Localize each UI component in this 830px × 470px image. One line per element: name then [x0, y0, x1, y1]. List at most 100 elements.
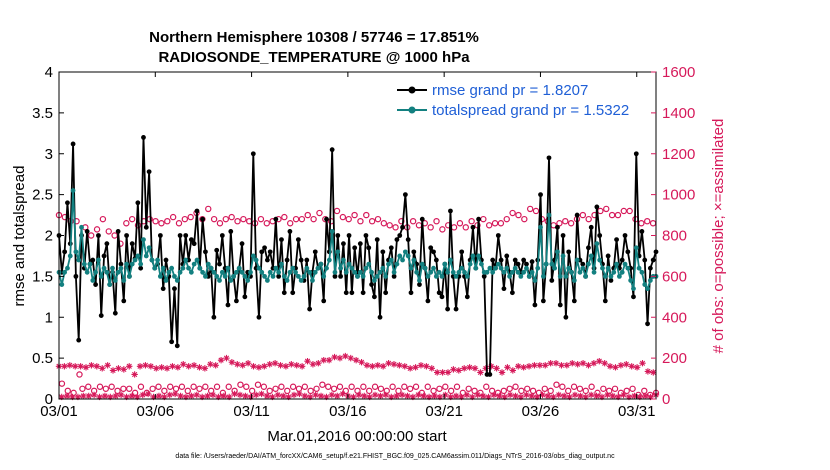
possible-obs-point: [401, 383, 408, 390]
spread-point: [304, 265, 310, 271]
assimilated-obs-point: [307, 393, 314, 401]
spread-point: [163, 278, 169, 283]
spread-point: [228, 278, 234, 283]
rmse-point: [174, 343, 180, 349]
assimilated-obs-point: [409, 393, 417, 401]
assimilated-obs-point: [579, 360, 587, 367]
spread-point: [242, 273, 248, 279]
possible-obs-point: [453, 383, 461, 390]
possible-obs-point: [556, 220, 563, 227]
possible-obs-point: [149, 385, 156, 392]
assimilated-obs-point: [398, 391, 406, 399]
spread-point: [411, 257, 417, 263]
spread-point: [225, 265, 231, 271]
rmse-point: [464, 294, 470, 300]
assimilated-obs-point: [433, 369, 441, 376]
rmse-point: [397, 233, 403, 238]
spread-point: [315, 265, 321, 271]
spread-point: [326, 257, 332, 263]
assimilated-obs-point: [231, 390, 238, 398]
legend-rmse-label: rmse grand pr = 1.8207: [432, 82, 588, 99]
rmse-point: [605, 253, 611, 259]
rmse-point: [349, 290, 355, 296]
assimilated-obs-point: [312, 391, 319, 399]
possible-obs-point: [468, 217, 475, 225]
spread-point: [526, 273, 532, 279]
rmse-point: [172, 286, 177, 292]
rmse-point: [177, 233, 183, 238]
assimilated-obs-point: [382, 391, 390, 399]
x-tick-label: 03/21: [425, 403, 463, 420]
spread-point: [208, 265, 214, 271]
spread-point: [487, 265, 493, 271]
rmse-point: [264, 257, 270, 263]
x-axis: 03/01 03/06 03/11 03/16 03/21 03/26 03/31: [40, 72, 656, 420]
spread-point: [67, 253, 73, 259]
y-tick-label: 0: [45, 391, 53, 408]
rmse-point: [374, 237, 380, 242]
assimilated-obs-point: [379, 363, 387, 370]
possible-obs-point: [398, 217, 405, 225]
spread-point: [515, 269, 521, 275]
assimilated-obs-point: [601, 360, 608, 367]
assimilated-obs-point: [153, 365, 160, 372]
assimilated-obs-point: [139, 391, 146, 399]
assimilated-obs-point: [477, 369, 484, 376]
spread-point: [538, 224, 543, 230]
rmse-point: [563, 314, 569, 320]
assimilated-obs-point: [617, 362, 625, 369]
spread-point: [639, 269, 645, 275]
rmse-point: [203, 249, 208, 255]
assimilated-obs-point: [517, 393, 525, 401]
spread-point: [335, 249, 341, 255]
rmse-point: [411, 249, 417, 255]
possible-obs-point: [172, 385, 180, 392]
rmse-point: [540, 298, 546, 304]
assimilated-obs-point: [639, 360, 646, 367]
spread-point: [459, 265, 465, 271]
spread-point: [318, 261, 324, 267]
spread-point: [369, 269, 374, 275]
assimilated-obs-point: [107, 393, 114, 401]
possible-obs-point: [532, 207, 540, 215]
spread-point: [473, 265, 479, 271]
spread-point: [546, 212, 552, 218]
x-tick-label: 03/01: [40, 403, 78, 420]
y-right-tick-label: 1600: [662, 64, 695, 81]
rmse-point: [129, 241, 135, 247]
rmse-point: [524, 261, 529, 267]
assimilated-obs-point: [452, 392, 460, 400]
rmse-point: [481, 273, 487, 279]
assimilated-obs-point: [412, 364, 419, 371]
rmse-point: [298, 257, 304, 263]
spread-point: [388, 257, 394, 263]
assimilated-obs-point: [328, 391, 336, 399]
possible-obs-point: [597, 207, 604, 215]
spread-point: [605, 265, 611, 271]
rmse-point: [504, 253, 510, 259]
spread-point: [84, 269, 90, 275]
possible-obs-point: [304, 211, 311, 219]
possible-obs-point: [284, 387, 291, 395]
rmse-point: [487, 372, 493, 377]
assimilated-obs-point: [371, 391, 379, 399]
assimilated-obs-point: [255, 364, 263, 371]
spread-point: [298, 278, 304, 283]
assimilated-obs-point: [99, 365, 106, 372]
rmse-point: [287, 229, 293, 234]
y-right-tick-label: 1200: [662, 146, 695, 163]
spread-point: [124, 261, 129, 267]
possible-obs-point: [178, 383, 186, 390]
rmse-point: [608, 278, 614, 283]
spread-point: [287, 269, 293, 275]
possible-obs-point: [503, 215, 510, 223]
possible-obs-point: [158, 220, 165, 227]
spread-point: [256, 265, 262, 271]
possible-obs-point: [85, 383, 92, 390]
assimilated-obs-point: [504, 364, 511, 371]
rmse-point: [377, 314, 383, 320]
assimilated-obs-point: [166, 391, 173, 399]
spread-point: [352, 269, 358, 275]
rmse-point: [279, 237, 284, 242]
